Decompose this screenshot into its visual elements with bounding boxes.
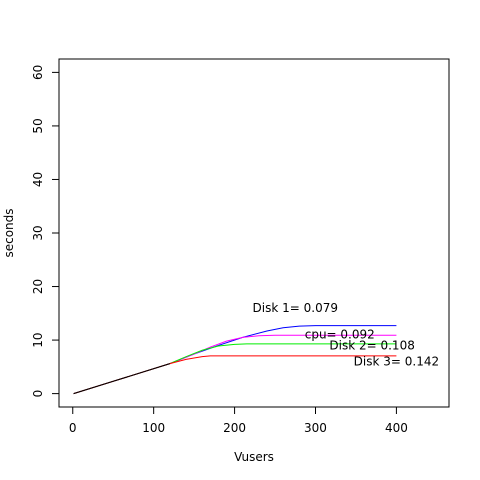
series-line-disk-3 <box>73 355 397 395</box>
y-tick-label: 0 <box>31 390 45 398</box>
series-label-disk-1: Disk 1= 0.079 <box>253 301 338 315</box>
x-axis-label: Vusers <box>234 450 274 464</box>
x-tick-label: 400 <box>385 421 408 435</box>
series-lines <box>73 325 397 395</box>
y-axis: 0 10 20 30 40 50 60 <box>31 65 60 398</box>
x-tick-label: 100 <box>142 421 165 435</box>
y-tick-label: 40 <box>31 172 45 187</box>
series-label-disk-2: Disk 2= 0.108 <box>329 338 414 352</box>
y-tick-label: 60 <box>31 65 45 80</box>
y-tick-label: 20 <box>31 279 45 294</box>
y-tick-label: 50 <box>31 118 45 133</box>
x-tick-label: 200 <box>223 421 246 435</box>
x-tick-label: 300 <box>304 421 327 435</box>
y-tick-label: 30 <box>31 225 45 240</box>
y-tick-label: 10 <box>31 332 45 347</box>
series-label-disk-3: Disk 3= 0.142 <box>354 354 439 368</box>
y-axis-label: seconds <box>2 208 16 257</box>
series-label-cpu: cpu= 0.092 <box>305 328 375 342</box>
x-tick-label: 0 <box>69 421 77 435</box>
x-axis: 0 100 200 300 400 <box>69 406 408 435</box>
series-line-initial-segment <box>73 363 170 395</box>
